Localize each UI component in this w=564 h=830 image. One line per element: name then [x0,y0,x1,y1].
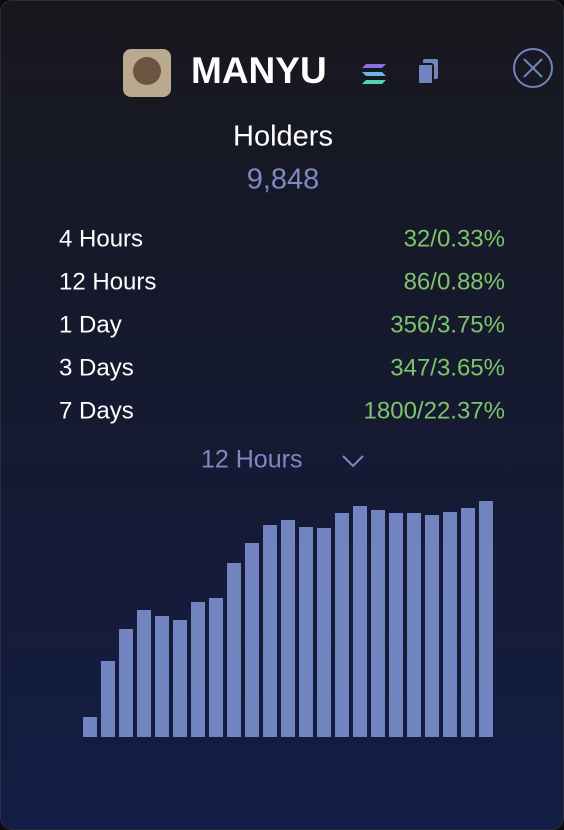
stat-label: 1 Day [59,311,122,338]
bar [425,515,439,737]
bar [353,506,367,737]
dropdown-label[interactable]: 12 Hours [201,446,302,474]
stat-label: 7 Days [59,397,134,424]
stat-value: 32/0.33% [404,225,505,252]
bar [209,598,223,737]
bar [335,513,349,737]
bar [263,525,277,737]
stat-value: 347/3.65% [390,354,505,381]
bar [443,512,457,737]
dropdown-chevron[interactable] [342,455,364,468]
avatar-face [133,57,161,85]
bar [389,513,403,737]
holders-label: Holders [233,121,333,153]
close-button[interactable] [513,48,553,88]
bar [101,661,115,737]
bar [461,508,475,737]
copy-button[interactable] [417,59,438,85]
bar [407,513,421,737]
stat-label: 12 Hours [59,268,156,295]
bar [245,543,259,737]
chain-icon [362,64,386,84]
stat-label: 3 Days [59,354,134,381]
stat-value: 86/0.88% [404,268,505,295]
token-name: MANYU [191,50,327,91]
bar [281,520,295,737]
bar [83,717,97,737]
bar [479,501,493,737]
stat-label: 4 Hours [59,225,143,252]
bar [191,602,205,737]
bar [119,629,133,737]
bar [371,510,385,737]
bar [317,528,331,737]
stat-value: 1800/22.37% [364,397,505,424]
bar [155,616,169,737]
bar [137,610,151,737]
holders-count: 9,848 [247,164,320,196]
bar [299,527,313,737]
stat-value: 356/3.75% [390,311,505,338]
bar [173,620,187,737]
timeframe-dropdown[interactable]: 12 Hours [201,446,364,474]
bar [227,563,241,737]
